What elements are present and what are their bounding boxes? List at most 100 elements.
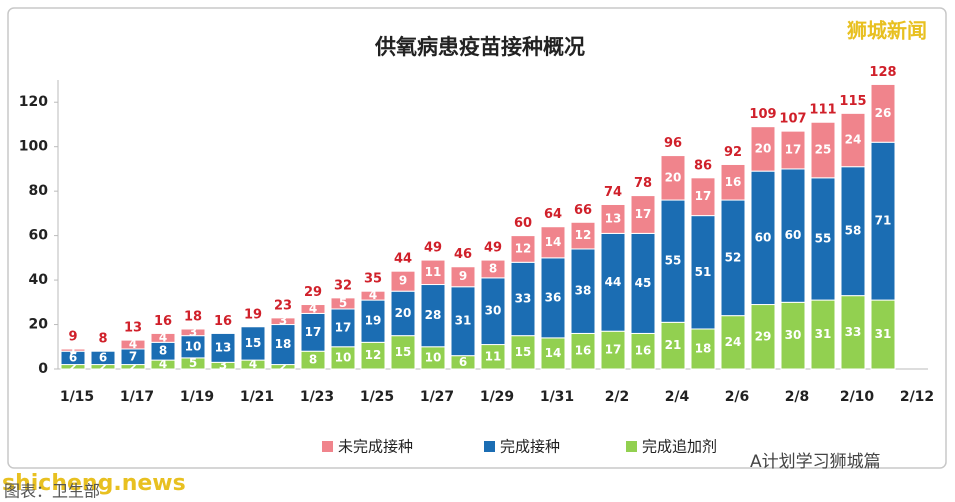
data-label: 9 [399, 274, 407, 288]
x-tick-label: 2/10 [840, 389, 875, 405]
bar-segment [300, 304, 326, 314]
total-label: 92 [724, 145, 742, 160]
bar-segment [750, 304, 776, 370]
total-label: 111 [809, 103, 836, 118]
data-label: 3 [189, 325, 197, 339]
bar-segment [360, 290, 386, 301]
bar-segment [630, 232, 656, 334]
bar-segment [450, 266, 476, 288]
data-label: 24 [725, 335, 742, 349]
bar-segment [630, 332, 656, 370]
bar-segment [150, 332, 176, 343]
data-label: 4 [129, 337, 137, 351]
total-label: 86 [694, 158, 712, 173]
total-label: 9 [68, 329, 77, 344]
bar-segment [570, 332, 596, 370]
data-label: 17 [785, 143, 802, 157]
total-label: 78 [634, 176, 652, 191]
x-tick-label: 2/12 [900, 389, 934, 405]
total-label: 115 [839, 94, 866, 109]
bar-segment [480, 344, 506, 370]
data-label: 33 [845, 325, 862, 339]
data-label: 2 [99, 359, 107, 373]
total-label: 16 [214, 314, 232, 329]
x-tick-label: 1/21 [240, 389, 274, 405]
bar-segment [840, 112, 866, 168]
data-label: 1 [69, 343, 77, 357]
bar-segment [660, 199, 686, 323]
bar-segment [810, 177, 836, 301]
data-label: 6 [459, 355, 467, 369]
bar-segment [780, 301, 806, 370]
data-label: 17 [305, 325, 322, 339]
total-label: 46 [454, 247, 472, 262]
bar-segment [750, 170, 776, 306]
total-label: 66 [574, 203, 592, 218]
data-label: 55 [815, 231, 832, 245]
bar-segment [810, 121, 836, 179]
total-label: 23 [274, 298, 292, 313]
x-tick-label: 2/6 [725, 389, 750, 405]
watermark: A计划学习狮城篇 [750, 452, 881, 472]
bar-segment [360, 299, 386, 343]
data-label: 24 [845, 133, 862, 147]
x-tick-label: 1/23 [300, 389, 334, 405]
watermark: 狮城新闻 [847, 19, 927, 43]
data-label: 2 [279, 359, 287, 373]
bar-segment [270, 317, 296, 326]
total-label: 44 [394, 252, 412, 267]
bar-segment [420, 259, 446, 286]
legend-swatch [322, 441, 333, 452]
bar-segment [270, 324, 296, 366]
total-label: 96 [664, 136, 682, 151]
bar-segment [810, 299, 836, 370]
data-label: 8 [489, 261, 497, 275]
data-label: 51 [695, 265, 712, 279]
bar-segment [660, 155, 686, 201]
total-label: 60 [514, 216, 532, 231]
source-note: 图表：卫生部 [4, 482, 100, 501]
bar-segment [510, 235, 536, 263]
data-label: 58 [845, 224, 862, 238]
chart-title: 供氧病患疫苗接种概况 [374, 35, 585, 59]
data-label: 30 [785, 328, 802, 342]
data-label: 10 [425, 350, 442, 364]
data-label: 31 [875, 327, 892, 341]
data-label: 10 [185, 339, 202, 353]
legend-label: 未完成接种 [338, 438, 413, 456]
x-tick-label: 1/27 [420, 389, 454, 405]
data-label: 71 [875, 214, 892, 228]
data-label: 52 [725, 250, 742, 264]
data-label: 18 [275, 337, 292, 351]
bar-segment [240, 326, 266, 361]
bar-segment [690, 177, 716, 217]
data-label: 30 [485, 304, 502, 318]
x-tick-label: 2/2 [605, 389, 630, 405]
x-tick-label: 1/15 [60, 389, 94, 405]
data-label: 3 [219, 358, 227, 372]
bar-segment [720, 199, 746, 317]
data-label: 19 [365, 314, 382, 328]
data-label: 31 [455, 314, 472, 328]
bar-segment [540, 226, 566, 259]
data-label: 17 [695, 189, 712, 203]
bar-segment [480, 259, 506, 279]
bar-segment [390, 290, 416, 337]
data-label: 15 [515, 345, 532, 359]
legend-swatch [626, 441, 637, 452]
data-label: 16 [575, 344, 592, 358]
y-tick-label: 100 [19, 139, 48, 155]
data-label: 11 [485, 349, 502, 363]
x-tick-label: 2/4 [665, 389, 690, 405]
data-label: 13 [605, 211, 622, 225]
data-label: 25 [815, 143, 832, 157]
total-label: 109 [749, 107, 776, 122]
x-tick-label: 1/29 [480, 389, 514, 405]
data-label: 5 [189, 356, 197, 370]
data-label: 16 [725, 175, 742, 189]
total-label: 64 [544, 207, 562, 222]
data-label: 33 [515, 291, 532, 305]
data-label: 28 [425, 308, 442, 322]
data-label: 2 [129, 359, 137, 373]
data-label: 10 [335, 350, 352, 364]
